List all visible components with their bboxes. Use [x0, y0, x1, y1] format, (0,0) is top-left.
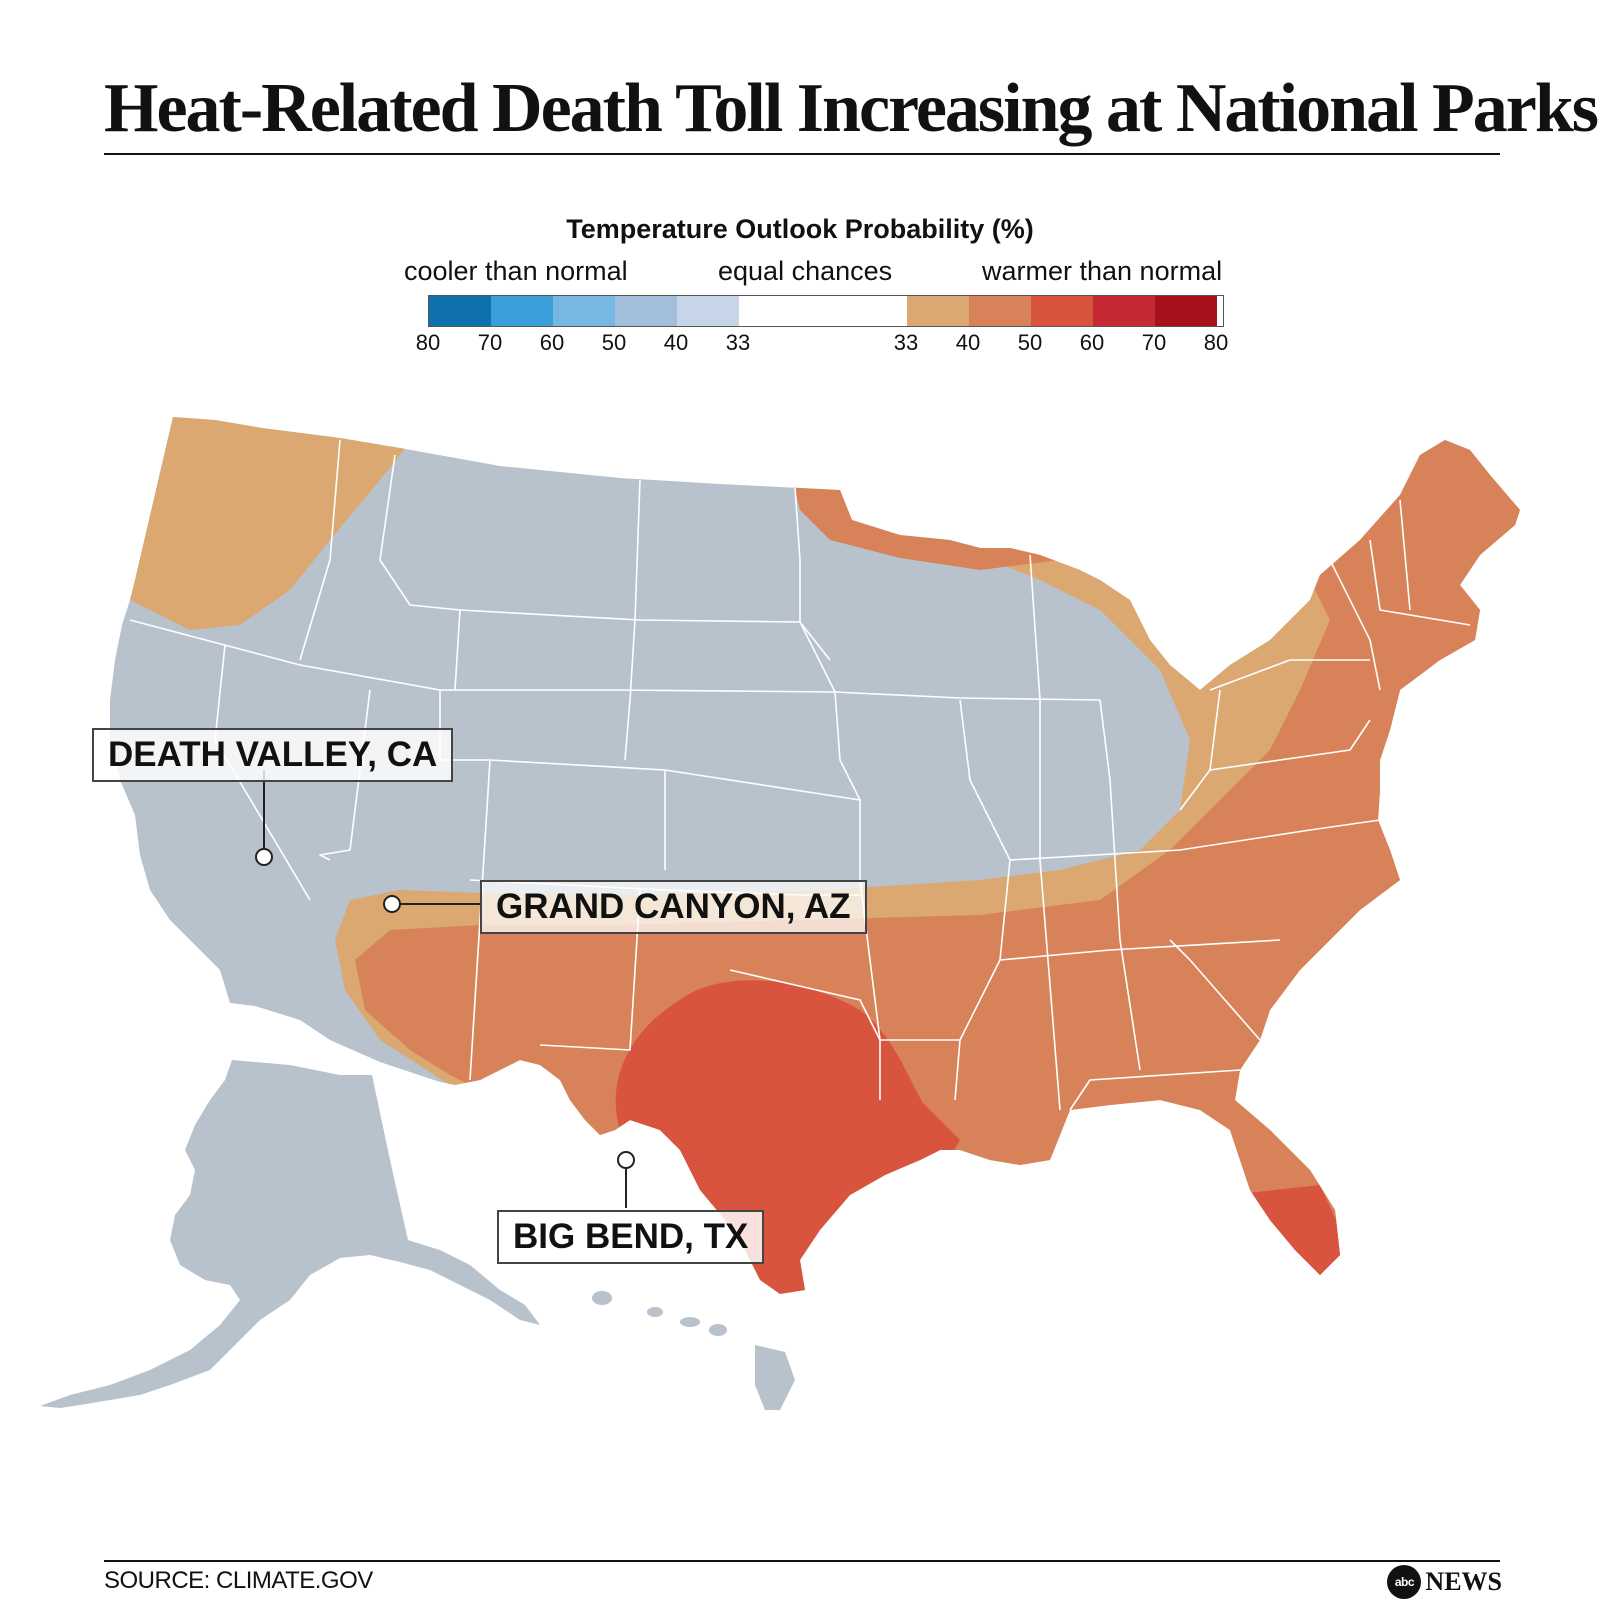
- page-title: Heat-Related Death Toll Increasing at Na…: [104, 70, 1599, 147]
- band-south-florida-50-60: [1230, 1185, 1350, 1285]
- legend-tick-cool: 80: [415, 330, 441, 355]
- legend-swatch-cool-2: [553, 296, 615, 326]
- legend-swatch-warm-1: [969, 296, 1031, 326]
- grand-canyon-marker: [383, 895, 401, 913]
- legend-tick-warm: 33: [893, 330, 919, 355]
- abc-logo-mark: abc: [1387, 1565, 1422, 1599]
- hawaii: [592, 1291, 795, 1410]
- us-temperature-outlook-map: [40, 417, 1520, 1410]
- alaska: [40, 1060, 540, 1408]
- legend-title: Temperature Outlook Probability (%): [566, 214, 1034, 244]
- legend-equal-label: equal chances: [718, 256, 893, 286]
- legend-swatch-warm-2: [1031, 296, 1093, 326]
- legend-tick-warm: 50: [1017, 330, 1043, 355]
- legend-swatch-cool-0: [429, 296, 491, 326]
- legend-tick-warm: 80: [1203, 330, 1229, 355]
- state-boundaries: [129, 439, 1471, 1111]
- footer-divider: [104, 1560, 1500, 1562]
- legend-tick-cool: 33: [725, 330, 751, 355]
- band-louisiana-50-60: [880, 1060, 960, 1165]
- source-credit: SOURCE: CLIMATE.GOV: [104, 1567, 373, 1594]
- legend-tick-warm: 70: [1141, 330, 1167, 355]
- legend-swatch-equal: [739, 296, 907, 326]
- legend-swatch-cool-3: [615, 296, 677, 326]
- legend-cooler-label: cooler than normal: [404, 256, 628, 286]
- legend-warmer-label: warmer than normal: [982, 256, 1223, 286]
- legend-swatch-warm-3: [1093, 296, 1155, 326]
- death-valley-marker: [255, 848, 273, 866]
- legend-tick-cool: 50: [601, 330, 627, 355]
- brand-text: NEWS: [1425, 1567, 1502, 1596]
- legend-swatch-cool-1: [491, 296, 553, 326]
- legend-swatch-warm-0: [907, 296, 969, 326]
- band-northwest-33-40: [110, 417, 420, 630]
- legend-swatch-cool-4: [677, 296, 739, 326]
- legend-tick-cool: 70: [477, 330, 503, 355]
- callout-grand-canyon: GRAND CANYON, AZ: [480, 880, 867, 934]
- legend-color-bar: [428, 295, 1224, 327]
- legend-tick-warm: 60: [1079, 330, 1105, 355]
- legend-swatch-warm-4: [1155, 296, 1217, 326]
- callout-death-valley: DEATH VALLEY, CA: [92, 728, 454, 782]
- big-bend-marker: [617, 1151, 635, 1169]
- callout-big-bend: BIG BEND, TX: [497, 1210, 765, 1264]
- abc-news-logo: abc NEWS: [1387, 1565, 1502, 1599]
- legend-tick-cool: 60: [539, 330, 565, 355]
- legend-tick-warm: 40: [955, 330, 981, 355]
- title-divider: [104, 153, 1500, 155]
- legend-tick-cool: 40: [663, 330, 689, 355]
